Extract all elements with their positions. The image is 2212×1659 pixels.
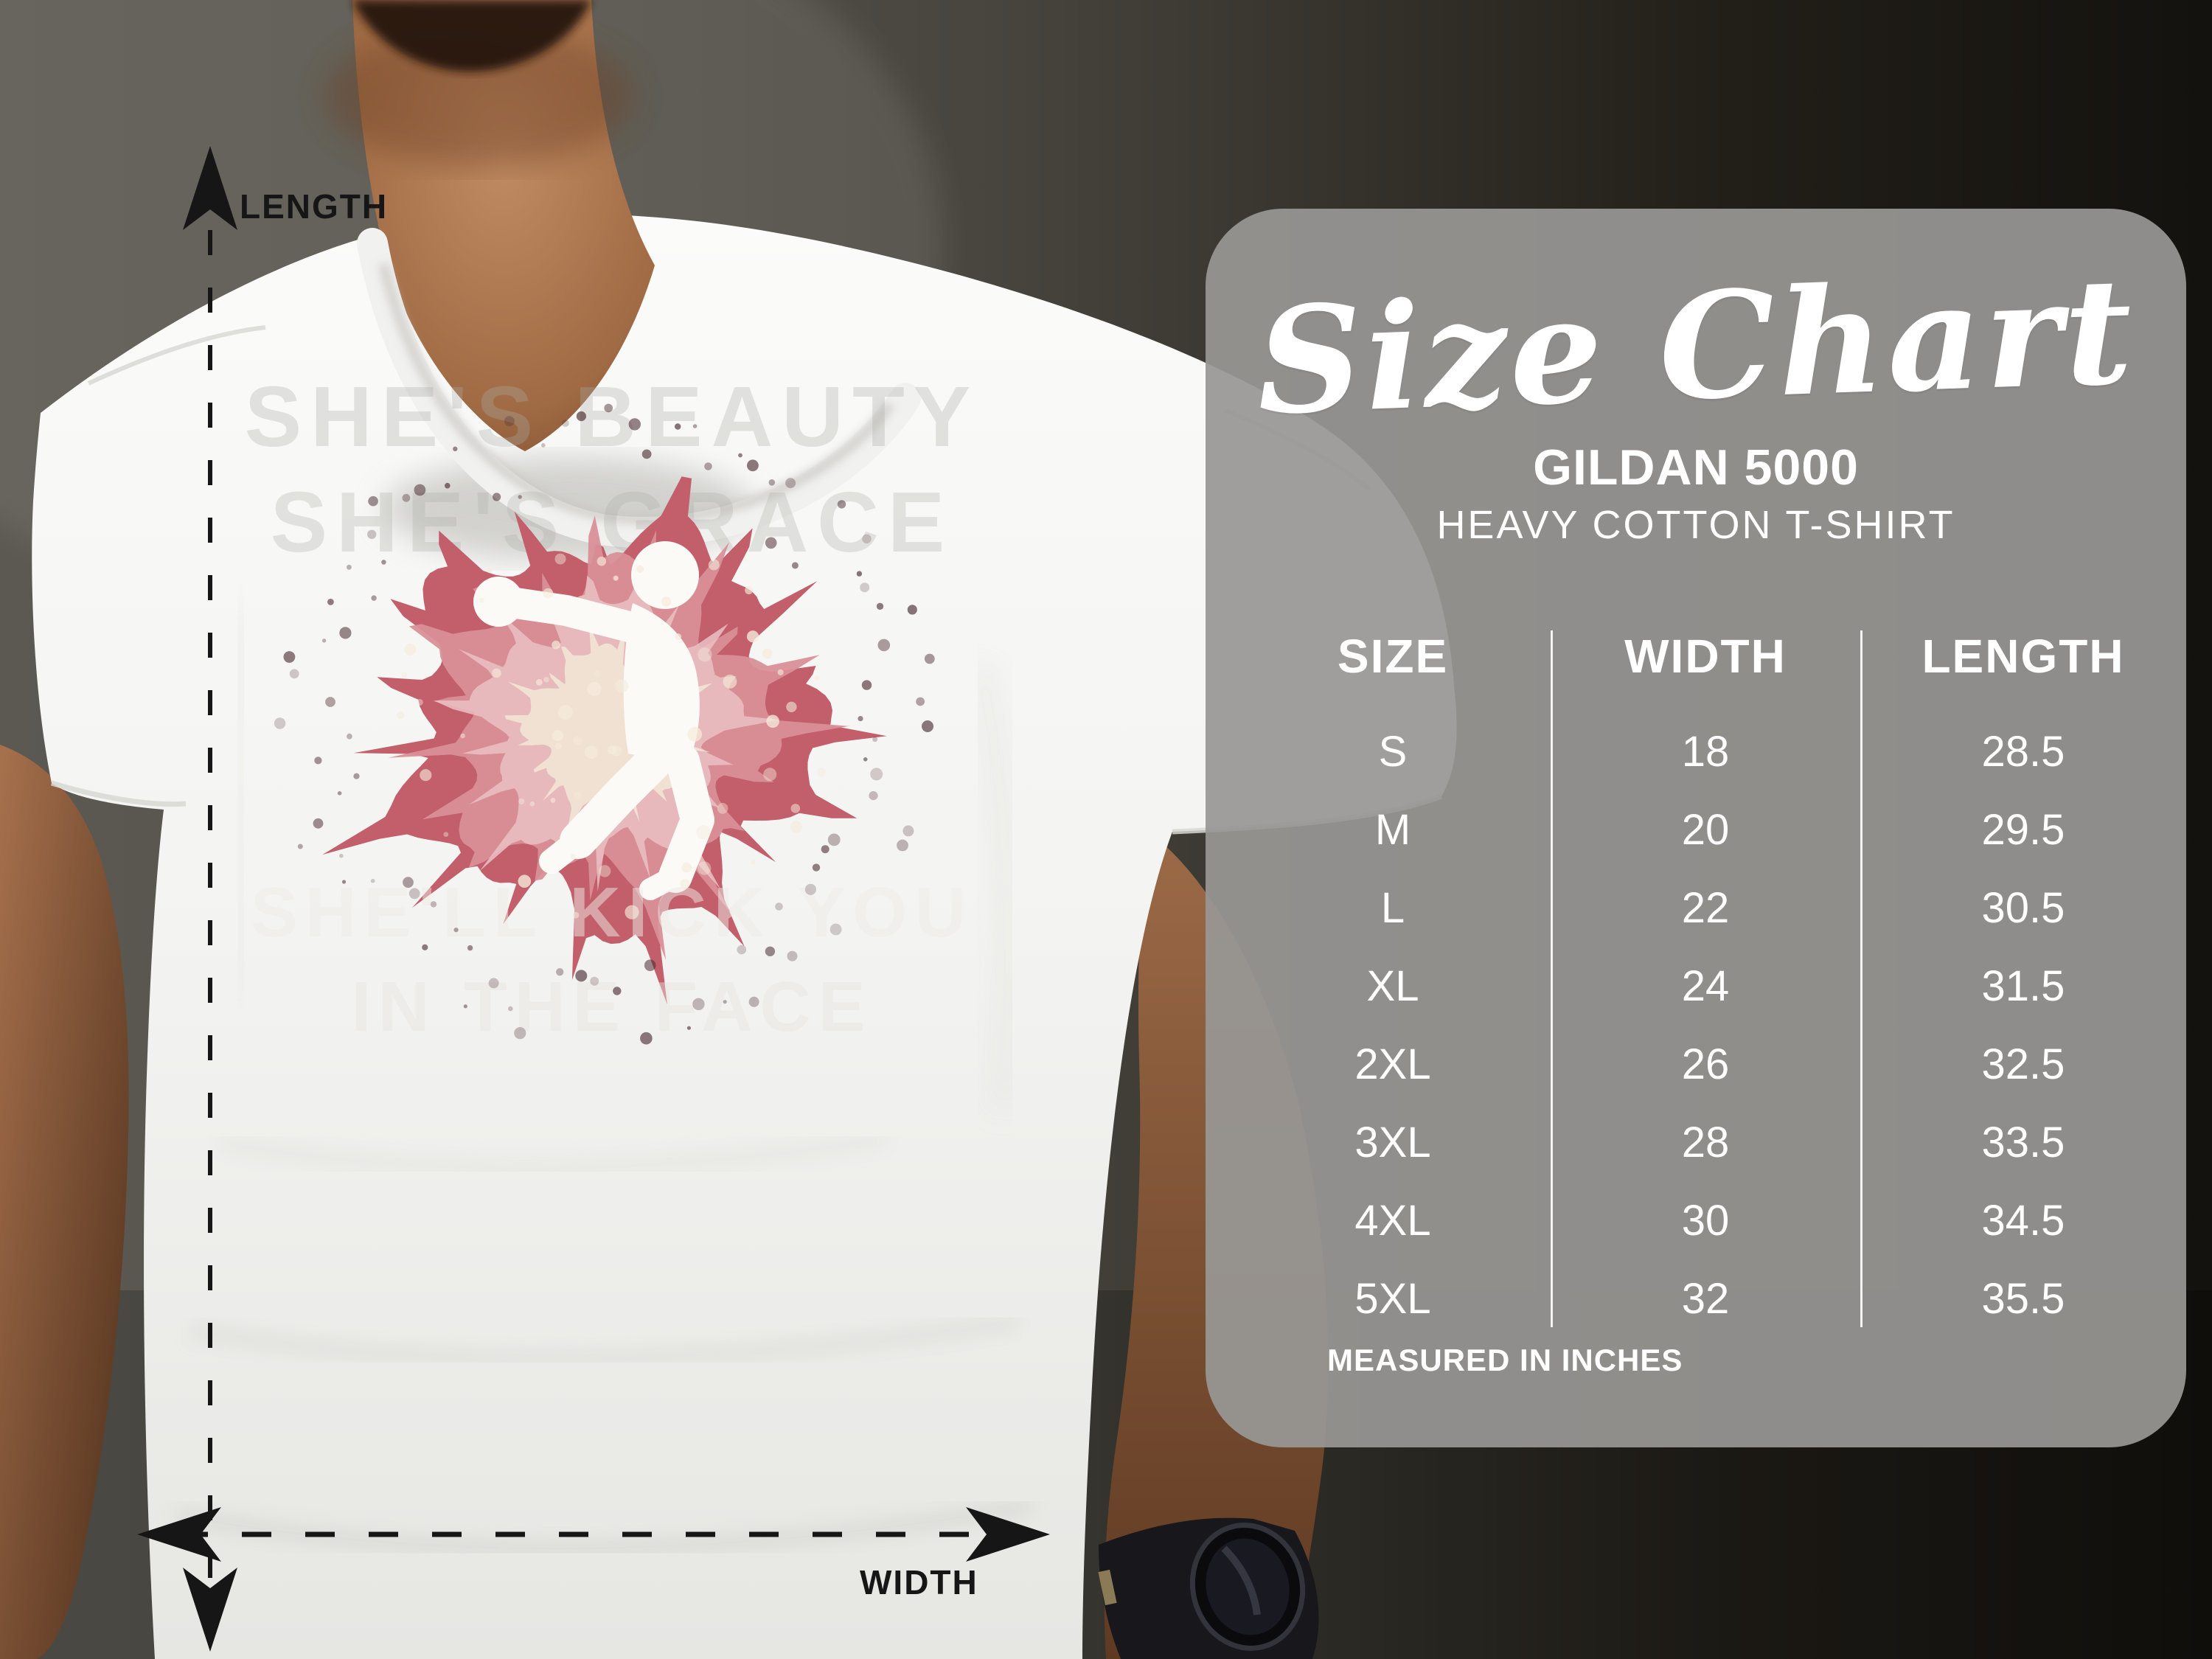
splash-specks [274, 403, 935, 1045]
width-cell: 32 [1681, 1275, 1730, 1323]
size-cell: 3XL [1354, 1119, 1431, 1166]
width-cell: 24 [1681, 962, 1730, 1010]
left-arm [0, 745, 129, 1659]
table-row: 2XL 26 32.5 [1206, 1026, 2186, 1104]
width-label: WIDTH [860, 1563, 978, 1601]
collar [357, 228, 921, 548]
width-cell: 20 [1681, 806, 1730, 854]
column-header-length: LENGTH [1921, 630, 2125, 683]
arrow-left-icon [137, 1507, 221, 1562]
table-row: 5XL 32 35.5 [1206, 1260, 2186, 1338]
table-row: M 20 29.5 [1206, 791, 2186, 869]
table-row: XL 24 31.5 [1206, 947, 2186, 1026]
length-cell: 30.5 [1981, 884, 2065, 932]
table-row: 3XL 28 33.5 [1206, 1104, 2186, 1182]
neck-and-chin [324, 0, 655, 451]
arrow-right-icon [966, 1507, 1050, 1562]
size-chart-panel: Size Chart GILDAN 5000 HEAVY COTTON T-SH… [1206, 209, 2186, 1447]
width-cell: 22 [1681, 884, 1730, 932]
arrow-up-icon [183, 146, 237, 230]
column-header-size: SIZE [1337, 630, 1449, 683]
length-cell: 35.5 [1981, 1275, 2065, 1323]
table-divider [1860, 630, 1863, 1327]
width-cell: 30 [1681, 1197, 1730, 1245]
size-table-rows: S 18 28.5 M 20 29.5 L 22 30.5 XL 24 31.5 2XL 26 32.5 3X… [1206, 713, 2186, 1338]
size-cell: M [1374, 806, 1411, 854]
units-note: MEASURED IN INCHES [1327, 1343, 1683, 1377]
print-text-line2: SHE'S GRACE [271, 474, 954, 570]
chest-print: SHE'S BEAUTY SHE'S GRACE SHE'LL KICK YOU… [245, 369, 980, 1046]
length-cell: 32.5 [1981, 1040, 2065, 1088]
length-cell: 34.5 [1981, 1197, 2065, 1245]
length-label: LENGTH [240, 187, 389, 226]
table-row: S 18 28.5 [1206, 713, 2186, 791]
brand-subline: HEAVY COTTON T-SHIRT [1436, 503, 1955, 547]
arrow-down-icon [183, 1568, 237, 1652]
size-cell: S [1378, 728, 1408, 776]
print-text-line3: SHE'LL KICK YOU [251, 873, 973, 952]
size-cell: 5XL [1354, 1275, 1431, 1323]
kickboxer-silhouette [473, 541, 714, 900]
wrist-watch [1098, 1517, 1319, 1659]
length-cell: 31.5 [1981, 962, 2065, 1010]
table-row: L 22 30.5 [1206, 869, 2186, 947]
width-cell: 26 [1681, 1040, 1730, 1088]
table-divider [1551, 630, 1553, 1327]
beard-stubble [352, 0, 591, 72]
size-cell: L [1380, 884, 1405, 932]
size-cell: 2XL [1354, 1040, 1431, 1088]
width-cell: 18 [1681, 728, 1730, 776]
print-text-line4: IN THE FACE [351, 967, 872, 1046]
length-cell: 28.5 [1981, 728, 2065, 776]
table-row: 4XL 30 34.5 [1206, 1182, 2186, 1260]
size-cell: 4XL [1354, 1197, 1431, 1245]
brand-line: GILDAN 5000 [1533, 439, 1859, 495]
length-cell: 33.5 [1981, 1119, 2065, 1166]
panel-title: Size Chart [1253, 245, 2138, 448]
size-cell: XL [1366, 962, 1419, 1010]
length-cell: 29.5 [1981, 806, 2065, 854]
measurement-arrows [137, 146, 1050, 1652]
size-table-header: SIZE WIDTH LENGTH [1206, 622, 2186, 692]
width-cell: 28 [1681, 1119, 1730, 1166]
column-header-width: WIDTH [1624, 630, 1787, 683]
paint-splash [322, 476, 887, 1005]
print-text-line1: SHE'S BEAUTY [245, 369, 980, 465]
